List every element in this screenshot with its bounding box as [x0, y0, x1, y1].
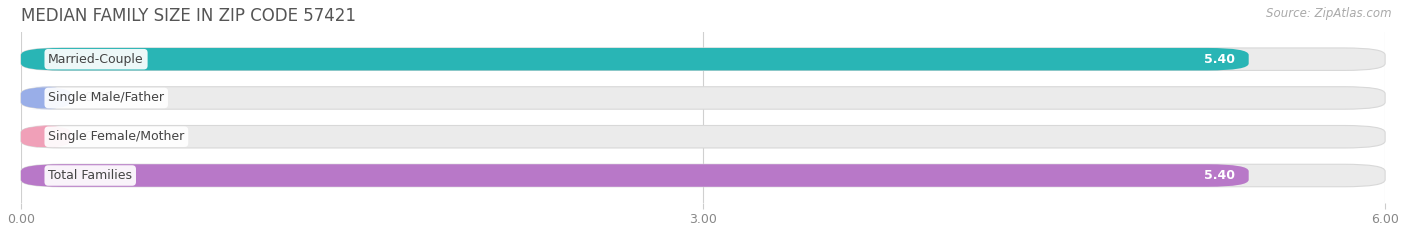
FancyBboxPatch shape: [21, 164, 1385, 187]
Text: 5.40: 5.40: [1204, 53, 1234, 66]
FancyBboxPatch shape: [21, 87, 70, 109]
Text: Single Female/Mother: Single Female/Mother: [48, 130, 184, 143]
Text: 5.40: 5.40: [1204, 169, 1234, 182]
FancyBboxPatch shape: [21, 48, 1249, 70]
Text: Married-Couple: Married-Couple: [48, 53, 143, 66]
FancyBboxPatch shape: [21, 87, 1385, 109]
Text: Total Families: Total Families: [48, 169, 132, 182]
FancyBboxPatch shape: [21, 126, 70, 148]
Text: 0.00: 0.00: [84, 92, 112, 104]
Text: Single Male/Father: Single Male/Father: [48, 92, 165, 104]
FancyBboxPatch shape: [21, 48, 1385, 70]
Text: 0.00: 0.00: [84, 130, 112, 143]
Text: MEDIAN FAMILY SIZE IN ZIP CODE 57421: MEDIAN FAMILY SIZE IN ZIP CODE 57421: [21, 7, 356, 25]
FancyBboxPatch shape: [21, 126, 1385, 148]
FancyBboxPatch shape: [21, 164, 1249, 187]
Text: Source: ZipAtlas.com: Source: ZipAtlas.com: [1267, 7, 1392, 20]
